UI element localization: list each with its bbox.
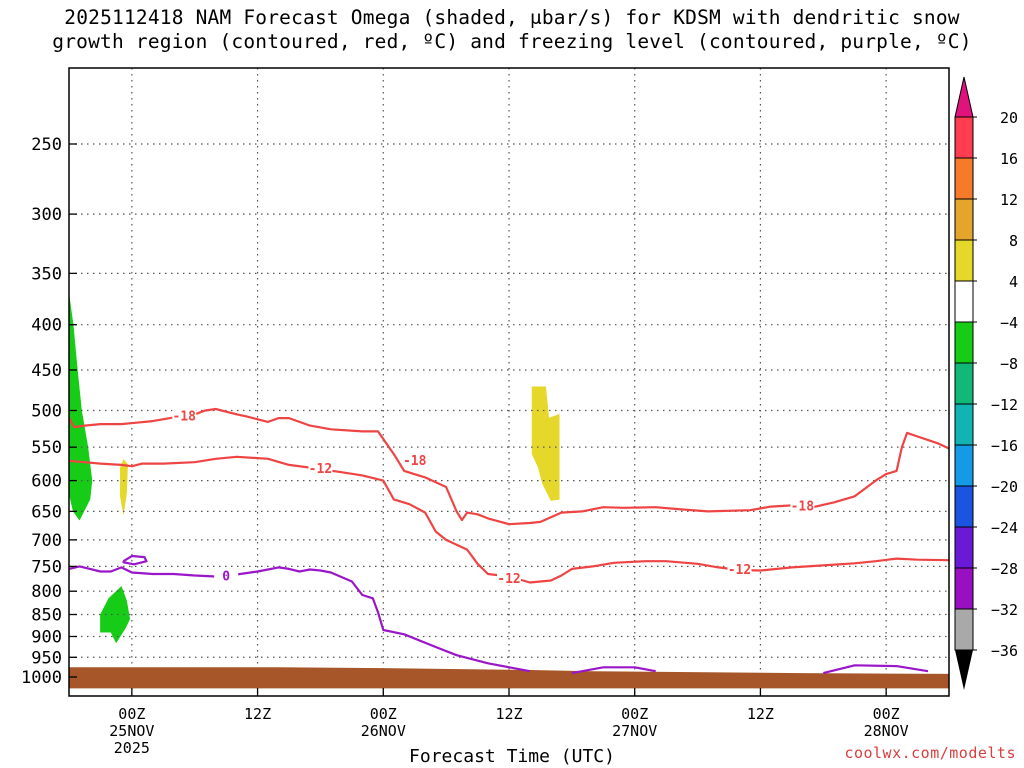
terrain-layer xyxy=(69,667,949,689)
contour-label-0-2: -18 xyxy=(791,500,815,515)
contour-label-1-0: -12 xyxy=(309,462,332,477)
colorbar-swatch-3 xyxy=(954,239,974,282)
contour-label-0-0: -18 xyxy=(172,410,196,425)
y-tick-label-550: 550 xyxy=(31,438,62,458)
y-tick-label-300: 300 xyxy=(31,205,62,225)
colorbar-swatch-5 xyxy=(954,321,974,364)
x-tick-label-66-0: 12Z xyxy=(747,705,774,723)
y-tick-label-650: 650 xyxy=(31,502,62,522)
colorbar-label-1: 16 xyxy=(1000,150,1018,168)
x-tick-label-6-2: 2025 xyxy=(114,739,150,757)
y-tick-label-750: 750 xyxy=(31,557,62,577)
colorbar-swatch-4 xyxy=(954,280,974,323)
colorbar-label-7: −12 xyxy=(991,396,1018,414)
colorbar-label-5: −4 xyxy=(1000,314,1018,332)
credit-text: coolwx.com/modelts xyxy=(844,744,1016,762)
colorbar-label-4: 4 xyxy=(1009,273,1018,291)
y-tick-label-800: 800 xyxy=(31,582,62,602)
contour-line-0 xyxy=(69,407,949,526)
contour-label-bg-0-0 xyxy=(172,408,197,423)
colorbar-swatch-6 xyxy=(954,362,974,405)
title-line-1: 2025112418 NAM Forecast Omega (shaded, μ… xyxy=(64,6,960,29)
colorbar-label-6: −8 xyxy=(1000,355,1018,373)
contour-label-1-2: -12 xyxy=(728,563,751,578)
y-tick-label-950: 950 xyxy=(31,648,62,668)
x-tick-label-78-0: 00Z xyxy=(873,705,900,723)
omega-shaded-region-3 xyxy=(531,386,560,501)
y-tick-label-700: 700 xyxy=(31,531,62,551)
contour-line-4 xyxy=(571,666,656,675)
omega-shading-layer xyxy=(69,294,560,644)
x-axis-label: Forecast Time (UTC) xyxy=(409,746,615,767)
x-tick-label-30-1: 26NOV xyxy=(361,722,406,740)
contour-label-bg-0-2 xyxy=(790,498,815,513)
contour-label-0-1: -18 xyxy=(403,454,427,469)
y-tick-label-400: 400 xyxy=(31,316,62,336)
contour-label-bg-1-1 xyxy=(497,570,521,585)
x-tick-label-54-0: 00Z xyxy=(621,705,648,723)
y-tick-label-450: 450 xyxy=(31,361,62,381)
contour-line-5 xyxy=(823,664,929,675)
contour-label-bg-0-1 xyxy=(402,452,427,467)
y-tick-label-900: 900 xyxy=(31,627,62,647)
colorbar-label-9: −20 xyxy=(991,478,1018,496)
colorbar-legend: 20 16 12 8 4 −4 −8 −12 −16 −20 −24 −28 −32 −36 xyxy=(954,76,1018,690)
y-tick-label-500: 500 xyxy=(31,402,62,422)
title-line-2: growth region (contoured, red, ºC) and f… xyxy=(52,30,972,53)
colorbar-top-arrow xyxy=(954,76,974,118)
contour-label-bg-1-2 xyxy=(727,561,752,576)
terrain-fill xyxy=(69,667,949,689)
colorbar-swatch-10 xyxy=(954,526,974,569)
colorbar-label-12: −32 xyxy=(991,601,1018,619)
y-tick-label-250: 250 xyxy=(31,135,62,155)
contour-label-bg-1-0 xyxy=(308,460,333,475)
contour-label-bg-2-0 xyxy=(214,568,239,583)
colorbar-swatch-1 xyxy=(954,157,974,200)
y-tick-label-600: 600 xyxy=(31,472,62,492)
x-tick-label-30-0: 00Z xyxy=(370,705,397,723)
colorbar-swatch-0 xyxy=(954,116,974,159)
y-tick-label-350: 350 xyxy=(31,264,62,284)
colorbar-label-0: 20 xyxy=(1000,109,1018,127)
contour-line-3 xyxy=(122,554,148,566)
colorbar-swatch-9 xyxy=(954,485,974,528)
x-tick-label-6-1: 25NOV xyxy=(109,722,154,740)
y-tick-label-1000: 1000 xyxy=(21,668,62,688)
y-axis: 2503003504004505005506006507007508008509… xyxy=(21,135,77,688)
x-tick-label-78-1: 28NOV xyxy=(864,722,909,740)
colorbar-swatch-12 xyxy=(954,608,974,651)
colorbar-label-8: −16 xyxy=(991,437,1018,455)
colorbar-label-10: −24 xyxy=(991,519,1018,537)
colorbar-swatch-7 xyxy=(954,403,974,446)
x-tick-label-54-1: 27NOV xyxy=(612,722,657,740)
colorbar-swatch-11 xyxy=(954,567,974,610)
colorbar-label-3: 8 xyxy=(1009,232,1018,250)
omega-shaded-region-2 xyxy=(120,459,128,515)
colorbar-label-13: −36 xyxy=(991,642,1018,660)
y-tick-label-850: 850 xyxy=(31,606,62,626)
omega-shaded-region-0 xyxy=(69,294,93,521)
plot-frame xyxy=(68,67,950,697)
x-tick-label-6-0: 00Z xyxy=(118,705,145,723)
colorbar-bottom-arrow xyxy=(955,650,973,690)
x-tick-label-18-0: 12Z xyxy=(244,705,271,723)
colorbar-swatch-8 xyxy=(954,444,974,487)
colorbar-label-2: 12 xyxy=(1000,191,1018,209)
colorbar-swatch-2 xyxy=(954,198,974,241)
chart-title: 2025112418 NAM Forecast Omega (shaded, μ… xyxy=(0,6,1024,54)
omega-shaded-region-1 xyxy=(100,585,131,644)
contour-layer: -18 -18 -18 -12 -12 -12 0 xyxy=(69,407,949,675)
contour-label-1-1: -12 xyxy=(497,572,520,587)
contour-line-1 xyxy=(69,455,949,584)
contour-line-2 xyxy=(69,565,531,673)
colorbar-label-11: −28 xyxy=(991,560,1018,578)
x-tick-label-42-0: 12Z xyxy=(495,705,522,723)
grid-lines xyxy=(69,68,949,696)
contour-label-2-0: 0 xyxy=(222,570,230,585)
